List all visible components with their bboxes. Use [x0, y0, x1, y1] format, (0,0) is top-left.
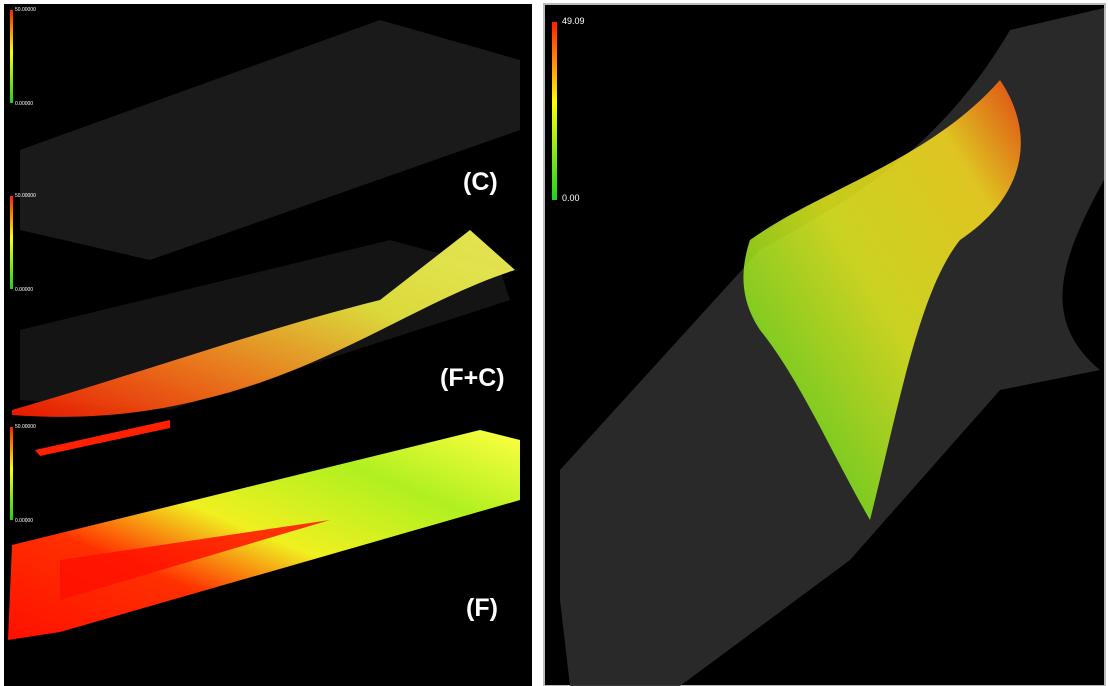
panel-label: (F) — [466, 594, 498, 622]
panel-label: (F+C) — [440, 364, 505, 392]
panel-label: (C) — [463, 168, 498, 196]
colorbar-min: 0.00000 — [15, 518, 33, 524]
colorbar-max: 50.00000 — [15, 7, 36, 13]
colorbar-max: 49.09 — [562, 16, 585, 26]
colorbar-max: 50.00000 — [15, 193, 36, 199]
colorbar — [10, 10, 13, 103]
colorbar — [10, 427, 13, 520]
colorbar-max: 50.00000 — [15, 424, 36, 430]
colorbar-min: 0.00000 — [15, 101, 33, 107]
figure: 50.00000 0.00000 (C) 50.00000 0.00000 (F… — [0, 0, 1109, 686]
colorbar-min: 0.00 — [562, 193, 580, 203]
colorbar — [552, 22, 557, 200]
colorbar — [10, 196, 13, 289]
page: 50.00000 0.00000 (C) 50.00000 0.00000 (F… — [0, 0, 1109, 686]
colorbar-min: 0.00000 — [15, 287, 33, 293]
